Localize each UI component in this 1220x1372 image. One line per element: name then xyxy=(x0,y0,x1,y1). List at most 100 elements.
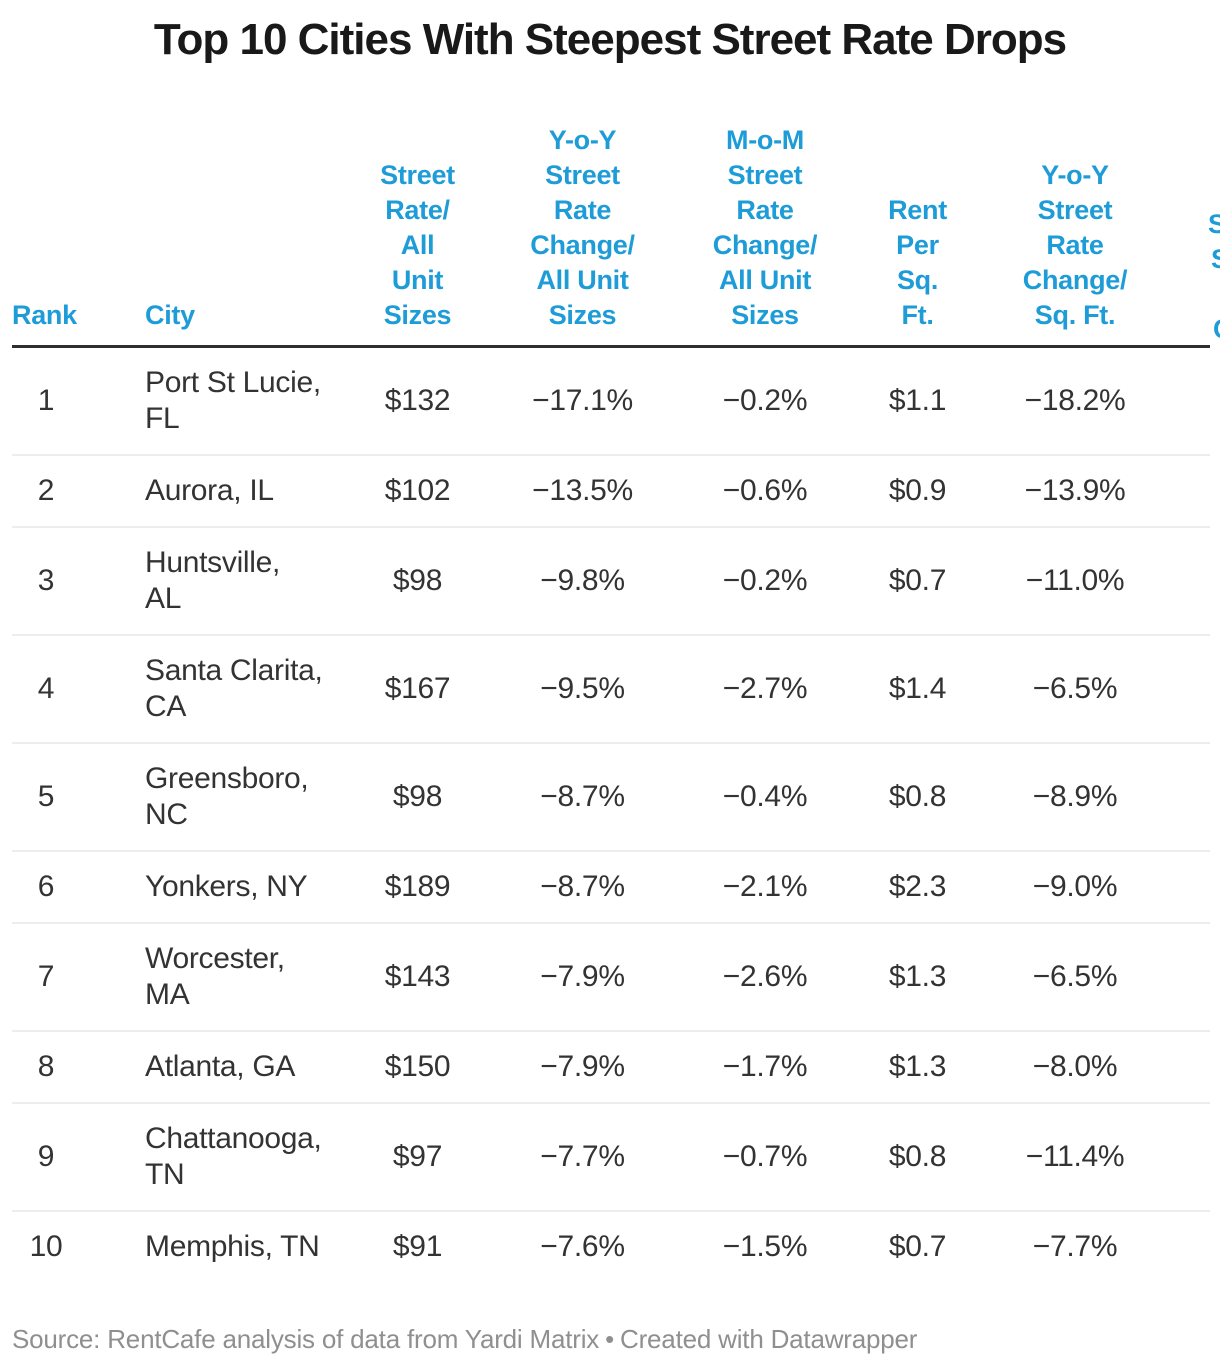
yoy-change-all-cell: −8.7% xyxy=(485,850,680,923)
rent-per-sqft-cell: $0.7 xyxy=(850,1210,985,1282)
street-rate-cell: $167 xyxy=(350,634,485,743)
rank-cell: 9 xyxy=(12,1102,80,1211)
city-cell: Port St Lucie, FL xyxy=(145,366,321,435)
column-header-yoy-street-rate-change-sqft: Y-o-Y Street Rate Change/ Sq. Ft. xyxy=(985,65,1165,348)
source-text: Source: RentCafe analysis of data from Y… xyxy=(12,1324,600,1354)
city-cell: Worcester, MA xyxy=(80,922,350,1031)
city-cell: Chattanooga, TN xyxy=(80,1102,350,1211)
yoy-change-all-cell: −9.5% xyxy=(485,634,680,743)
rank-cell: 2 xyxy=(12,454,80,527)
rent-per-sqft-cell: $0.8 xyxy=(850,742,985,851)
clipped-column-cell xyxy=(1165,634,1210,743)
mom-change-all-cell: −2.6% xyxy=(680,922,850,1031)
table-row: 6 Yonkers, NY $189 −8.7% −2.1% $2.3 −9.0% xyxy=(12,850,1210,923)
rank-cell: 5 xyxy=(12,742,80,851)
street-rate-cell: $98 xyxy=(350,742,485,851)
city-cell: Yonkers, NY xyxy=(80,850,350,923)
clipped-column-cell xyxy=(1165,850,1210,923)
yoy-change-all-cell: −7.9% xyxy=(485,922,680,1031)
mom-change-all-cell: −0.2% xyxy=(722,384,808,417)
street-rate-cell: $102 xyxy=(350,454,485,527)
street-rate-cell: $189 xyxy=(350,850,485,923)
city-cell: Huntsville, AL xyxy=(80,526,350,635)
street-rate-cell: $97 xyxy=(350,1102,485,1211)
rent-per-sqft-cell: $1.3 xyxy=(850,922,985,1031)
rank-cell: 1 xyxy=(37,384,55,417)
street-rate-cell: $98 xyxy=(350,526,485,635)
street-rate-cell: $91 xyxy=(350,1210,485,1282)
table-row: 10 Memphis, TN $91 −7.6% −1.5% $0.7 −7.7% xyxy=(12,1210,1210,1282)
mom-change-all-cell: −0.4% xyxy=(680,742,850,851)
clipped-column-cell xyxy=(1165,1210,1210,1282)
clipped-column-header xyxy=(1165,65,1210,348)
yoy-change-sqft-cell: −6.5% xyxy=(985,922,1165,1031)
mom-change-all-cell: −2.7% xyxy=(680,634,850,743)
mom-change-all-cell: −0.6% xyxy=(680,454,850,527)
rank-cell: 3 xyxy=(12,526,80,635)
mom-change-all-cell: −2.1% xyxy=(680,850,850,923)
column-header-rent-per-sqft: Rent Per Sq. Ft. xyxy=(850,65,985,348)
column-header-street-rate-all-unit-sizes: Street Rate/ All Unit Sizes xyxy=(350,65,485,348)
clipped-column-cell xyxy=(1165,454,1210,527)
clipped-header-fragment: S xyxy=(1208,209,1220,239)
column-header-city: City xyxy=(80,65,350,348)
source-footer: Source: RentCafe analysis of data from Y… xyxy=(12,1324,1220,1355)
table-row: 1 Port St Lucie, FL $132 −17.1% −0.2% $1.1 −18… xyxy=(12,347,1210,456)
header-row: Rank City Street Rate/ All Unit Sizes Y-… xyxy=(12,65,1210,348)
mom-change-all-cell: −1.5% xyxy=(680,1210,850,1282)
data-table: Rank City Street Rate/ All Unit Sizes Y-… xyxy=(12,65,1210,1282)
column-header-mom-street-rate-change-all-unit-sizes: M-o-M Street Rate Change/ All Unit Sizes xyxy=(680,65,850,348)
clipped-column-cell xyxy=(1165,347,1210,456)
yoy-change-sqft-cell: −8.0% xyxy=(985,1030,1165,1103)
yoy-change-sqft-cell: −11.0% xyxy=(985,526,1165,635)
yoy-change-all-cell: −17.1% xyxy=(532,384,633,417)
yoy-change-sqft-cell: −18.2% xyxy=(1024,384,1126,417)
city-cell: Santa Clarita, CA xyxy=(80,634,350,743)
yoy-change-sqft-cell: −8.9% xyxy=(985,742,1165,851)
datawrapper-attribution-link[interactable]: Created with Datawrapper xyxy=(620,1324,918,1354)
city-cell: Greensboro, NC xyxy=(80,742,350,851)
yoy-change-all-cell: −7.7% xyxy=(485,1102,680,1211)
table-header: Rank City Street Rate/ All Unit Sizes Y-… xyxy=(12,65,1210,348)
rent-per-sqft-cell: $0.8 xyxy=(850,1102,985,1211)
table-row: 7 Worcester, MA $143 −7.9% −2.6% $1.3 −6.5% xyxy=(12,922,1210,1031)
clipped-header-fragment: S xyxy=(1211,242,1220,277)
mom-change-all-cell: −0.2% xyxy=(680,526,850,635)
column-header-rank: Rank xyxy=(12,65,80,348)
clipped-header-fragment: C xyxy=(1213,312,1220,347)
clipped-column-cell xyxy=(1165,742,1210,851)
table-row: 3 Huntsville, AL $98 −9.8% −0.2% $0.7 −11.0% xyxy=(12,526,1210,635)
clipped-column-cell xyxy=(1165,1030,1210,1103)
rent-per-sqft-cell: $0.9 xyxy=(850,454,985,527)
rank-cell: 4 xyxy=(12,634,80,743)
rent-per-sqft-cell: $0.7 xyxy=(850,526,985,635)
table-row: 2 Aurora, IL $102 −13.5% −0.6% $0.9 −13.9% xyxy=(12,454,1210,527)
clipped-column-cell xyxy=(1165,526,1210,635)
table-row: 4 Santa Clarita, CA $167 −9.5% −2.7% $1.4 −6.5… xyxy=(12,634,1210,743)
yoy-change-sqft-cell: −13.9% xyxy=(985,454,1165,527)
clipped-column-cell xyxy=(1165,922,1210,1031)
rent-per-sqft-cell: $2.3 xyxy=(850,850,985,923)
page-title: Top 10 Cities With Steepest Street Rate … xyxy=(153,15,1067,64)
street-rate-cell: $143 xyxy=(350,922,485,1031)
column-header-yoy-street-rate-change-all-unit-sizes: Y-o-Y Street Rate Change/ All Unit Sizes xyxy=(485,65,680,348)
yoy-change-all-cell: −9.8% xyxy=(485,526,680,635)
rank-cell: 7 xyxy=(12,922,80,1031)
rent-per-sqft-cell: $1.1 xyxy=(888,384,947,417)
rent-per-sqft-cell: $1.4 xyxy=(850,634,985,743)
table-row: 9 Chattanooga, TN $97 −7.7% −0.7% $0.8 −11.4% xyxy=(12,1102,1210,1211)
table-row: 5 Greensboro, NC $98 −8.7% −0.4% $0.8 −8.9% xyxy=(12,742,1210,851)
rank-cell: 10 xyxy=(12,1210,80,1282)
street-rate-cell: $150 xyxy=(350,1030,485,1103)
city-cell: Memphis, TN xyxy=(80,1210,350,1282)
clipped-column-cell xyxy=(1165,1102,1210,1211)
table-body: 1 Port St Lucie, FL $132 −17.1% −0.2% $1.1 −18… xyxy=(12,347,1210,1282)
street-rate-cell: $132 xyxy=(384,384,451,417)
rank-cell: 6 xyxy=(12,850,80,923)
yoy-change-all-cell: −7.9% xyxy=(485,1030,680,1103)
city-cell: Aurora, IL xyxy=(80,454,350,527)
table-row: 8 Atlanta, GA $150 −7.9% −1.7% $1.3 −8.0% xyxy=(12,1030,1210,1103)
mom-change-all-cell: −1.7% xyxy=(680,1030,850,1103)
yoy-change-sqft-cell: −7.7% xyxy=(985,1210,1165,1282)
yoy-change-all-cell: −7.6% xyxy=(485,1210,680,1282)
